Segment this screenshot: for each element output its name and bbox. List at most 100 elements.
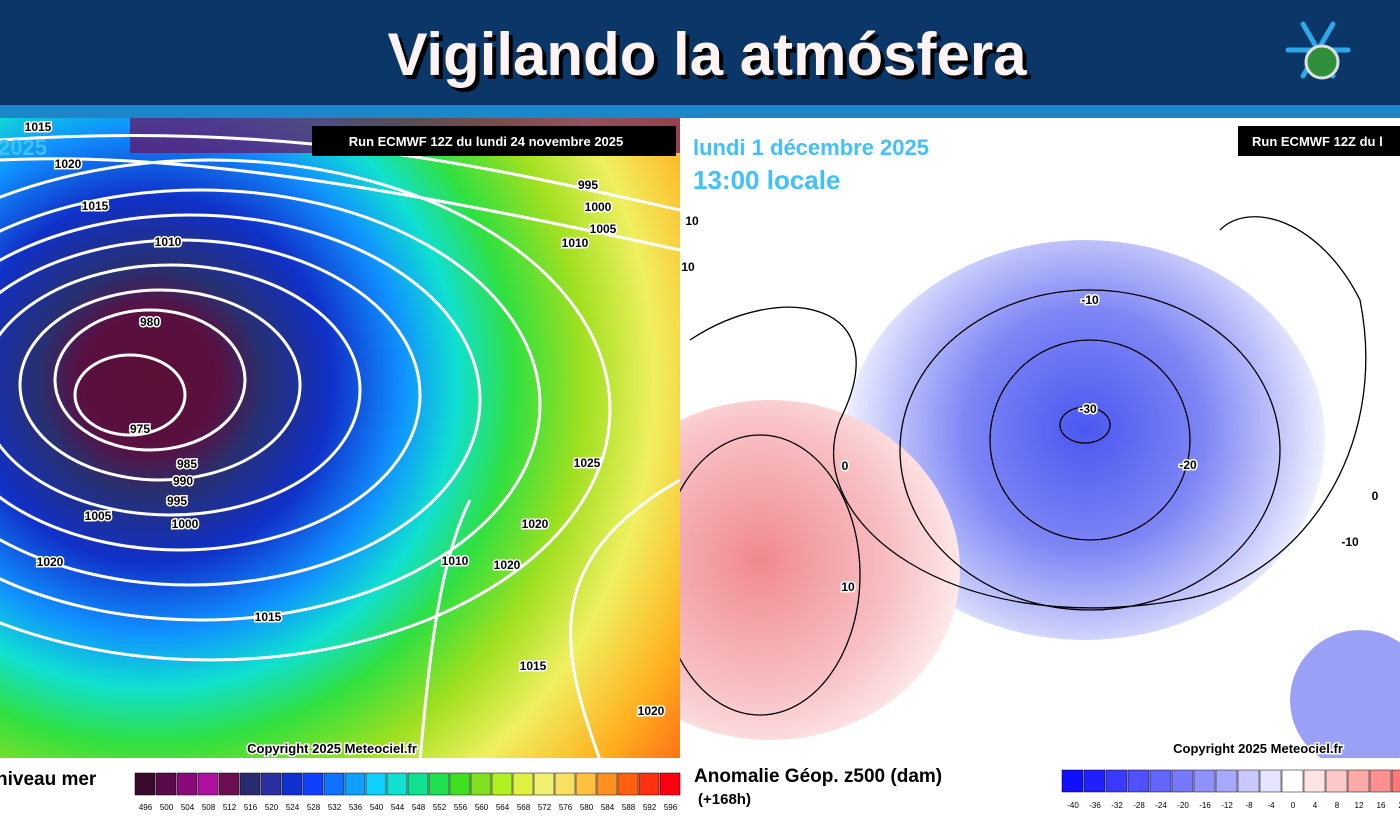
scale-cell bbox=[554, 772, 576, 796]
scale-cell bbox=[617, 772, 639, 796]
scale-label: 568 bbox=[517, 803, 531, 812]
time-line: 13:00 locale bbox=[693, 165, 840, 195]
scale-cell bbox=[1325, 769, 1348, 793]
contour-label: 0 bbox=[1372, 489, 1379, 503]
contour-label: 10 bbox=[681, 260, 695, 274]
scale-label: 548 bbox=[412, 803, 426, 812]
scale-cell bbox=[239, 772, 261, 796]
scale-cell bbox=[1303, 769, 1326, 793]
scale-label: 528 bbox=[307, 803, 321, 812]
logo bbox=[1285, 21, 1351, 80]
scale-label: 584 bbox=[601, 803, 615, 812]
scale-cell bbox=[1215, 769, 1238, 793]
header-stripe bbox=[0, 105, 1400, 118]
legend-title: niveau mer bbox=[0, 769, 97, 790]
title: Vigilando la atmósfera bbox=[387, 21, 1027, 88]
scale-label: -12 bbox=[1221, 801, 1233, 810]
scale-cell bbox=[218, 772, 240, 796]
contour-label: 985 bbox=[177, 457, 197, 471]
scale-label: 536 bbox=[349, 803, 363, 812]
scale-cell bbox=[1193, 769, 1216, 793]
scale-label: -36 bbox=[1089, 801, 1101, 810]
scale-label: 8 bbox=[1335, 801, 1340, 810]
contour-label: 980 bbox=[140, 315, 160, 329]
scale-label: -20 bbox=[1177, 801, 1189, 810]
scale-label: -32 bbox=[1111, 801, 1123, 810]
contour-label: 1020 bbox=[638, 704, 665, 718]
scale-label: -24 bbox=[1155, 801, 1167, 810]
scale-cell bbox=[659, 772, 681, 796]
scale-label: 500 bbox=[160, 803, 174, 812]
scale-label: 20 bbox=[1399, 801, 1400, 810]
scale-cell bbox=[533, 772, 555, 796]
contour-label: 0 bbox=[842, 459, 849, 473]
scale-label: 564 bbox=[496, 803, 510, 812]
scale-cell bbox=[428, 772, 450, 796]
scale-label: -40 bbox=[1067, 801, 1079, 810]
copyright: Copyright 2025 Meteociel.fr bbox=[1173, 741, 1343, 756]
legend-title: Anomalie Géop. z500 (dam) bbox=[694, 766, 942, 787]
contour-label: 1005 bbox=[590, 222, 617, 236]
scale-cell bbox=[1061, 769, 1084, 793]
contour-label: 1020 bbox=[522, 517, 549, 531]
scale-cell bbox=[596, 772, 618, 796]
right-map bbox=[680, 118, 1400, 758]
scale-label: -16 bbox=[1199, 801, 1211, 810]
scale-label: 508 bbox=[202, 803, 216, 812]
scale-cell bbox=[281, 772, 303, 796]
contour-label: 1025 bbox=[574, 456, 601, 470]
scale-cell bbox=[470, 772, 492, 796]
scale-cell bbox=[1391, 769, 1400, 793]
scale-cell bbox=[323, 772, 345, 796]
contour-label: 1010 bbox=[442, 554, 469, 568]
date-line: lundi 1 décembre 2025 bbox=[693, 135, 929, 160]
scale-cell bbox=[1281, 769, 1304, 793]
scale-label: 592 bbox=[643, 803, 657, 812]
contour-label: 1000 bbox=[585, 200, 612, 214]
scale-cell bbox=[344, 772, 366, 796]
scale-label: 504 bbox=[181, 803, 195, 812]
contour-label: 1020 bbox=[37, 555, 64, 569]
scale-cell bbox=[365, 772, 387, 796]
run-label: Run ECMWF 12Z du l bbox=[1252, 134, 1383, 149]
scale-cell bbox=[512, 772, 534, 796]
scale-cell bbox=[1149, 769, 1172, 793]
contour-label: 1010 bbox=[562, 236, 589, 250]
contour-label: 995 bbox=[167, 494, 187, 508]
scale-cell bbox=[449, 772, 471, 796]
scale-label: 560 bbox=[475, 803, 489, 812]
contour-label: 1010 bbox=[155, 235, 182, 249]
contour-label: 995 bbox=[578, 178, 598, 192]
contour-label: -10 bbox=[1081, 293, 1099, 307]
contour-label: 1015 bbox=[255, 610, 282, 624]
scale-label: 540 bbox=[370, 803, 384, 812]
contour-label: 1015 bbox=[520, 659, 547, 673]
scale-label: 572 bbox=[538, 803, 552, 812]
scale-label: 0 bbox=[1291, 801, 1296, 810]
scale-cell bbox=[638, 772, 660, 796]
title-shadow: Vigilando la atmósfera bbox=[391, 25, 1031, 92]
scale-cell bbox=[260, 772, 282, 796]
scale-cell bbox=[302, 772, 324, 796]
scale-cell bbox=[176, 772, 198, 796]
scale-cell bbox=[1259, 769, 1282, 793]
scale-label: 556 bbox=[454, 803, 468, 812]
legend-subtitle: (+168h) bbox=[698, 791, 751, 808]
scale-cell bbox=[1083, 769, 1106, 793]
scale-cell bbox=[1347, 769, 1370, 793]
scale-cell bbox=[1127, 769, 1150, 793]
contour-label: -10 bbox=[1341, 535, 1359, 549]
contour-label: 10 bbox=[841, 580, 855, 594]
run-label: Run ECMWF 12Z du lundi 24 novembre 2025 bbox=[349, 134, 624, 149]
left-map bbox=[0, 118, 680, 758]
scale-cell bbox=[1237, 769, 1260, 793]
scale-cell bbox=[407, 772, 429, 796]
scale-label: 12 bbox=[1355, 801, 1364, 810]
scale-cell bbox=[155, 772, 177, 796]
contour-label: -20 bbox=[1179, 458, 1197, 472]
scale-label: 544 bbox=[391, 803, 405, 812]
scale-cell bbox=[197, 772, 219, 796]
scale-label: 496 bbox=[139, 803, 153, 812]
